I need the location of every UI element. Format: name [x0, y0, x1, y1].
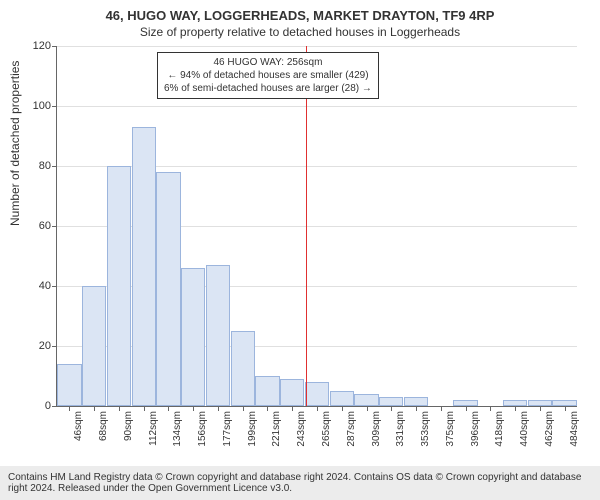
- info-line-title: 46 HUGO WAY: 256sqm: [164, 56, 372, 69]
- xtick-label: 440sqm: [519, 411, 530, 447]
- gridline: [57, 106, 577, 107]
- xtick-mark: [168, 406, 169, 411]
- ytick-mark: [52, 286, 57, 287]
- ytick-label: 120: [21, 40, 51, 52]
- footer-attribution: Contains HM Land Registry data © Crown c…: [0, 466, 600, 500]
- marker-line: [306, 46, 307, 406]
- xtick-label: 265sqm: [321, 411, 332, 447]
- xtick-label: 396sqm: [470, 411, 481, 447]
- xtick-label: 243sqm: [296, 411, 307, 447]
- xtick-mark: [144, 406, 145, 411]
- ytick-mark: [52, 406, 57, 407]
- xtick-mark: [317, 406, 318, 411]
- xtick-label: 134sqm: [172, 411, 183, 447]
- xtick-label: 46sqm: [73, 411, 84, 441]
- ytick-label: 100: [21, 100, 51, 112]
- ytick-mark: [52, 106, 57, 107]
- xtick-label: 309sqm: [371, 411, 382, 447]
- xtick-label: 68sqm: [98, 411, 109, 441]
- histogram-bar: [255, 376, 279, 406]
- histogram-bar: [305, 382, 329, 406]
- xtick-mark: [367, 406, 368, 411]
- xtick-mark: [466, 406, 467, 411]
- xtick-label: 353sqm: [420, 411, 431, 447]
- xtick-mark: [515, 406, 516, 411]
- xtick-label: 177sqm: [222, 411, 233, 447]
- info-line-smaller: ← 94% of detached houses are smaller (42…: [164, 69, 372, 82]
- xtick-label: 221sqm: [271, 411, 282, 447]
- xtick-mark: [490, 406, 491, 411]
- histogram-bar: [82, 286, 106, 406]
- histogram-bar: [156, 172, 180, 406]
- ytick-mark: [52, 166, 57, 167]
- histogram-bar: [132, 127, 156, 406]
- xtick-mark: [94, 406, 95, 411]
- xtick-label: 112sqm: [148, 411, 159, 446]
- chart-container: 46, HUGO WAY, LOGGERHEADS, MARKET DRAYTO…: [0, 0, 600, 500]
- xtick-mark: [119, 406, 120, 411]
- chart-area: 02040608010012046sqm68sqm90sqm112sqm134s…: [56, 46, 576, 406]
- info-box: 46 HUGO WAY: 256sqm← 94% of detached hou…: [157, 52, 379, 99]
- histogram-bar: [181, 268, 205, 406]
- xtick-label: 418sqm: [494, 411, 505, 447]
- ytick-label: 0: [21, 400, 51, 412]
- histogram-bar: [404, 397, 428, 406]
- xtick-label: 199sqm: [247, 411, 258, 447]
- histogram-bar: [330, 391, 354, 406]
- histogram-bar: [379, 397, 403, 406]
- chart-subtitle: Size of property relative to detached ho…: [0, 23, 600, 39]
- ytick-label: 40: [21, 280, 51, 292]
- histogram-bar: [206, 265, 230, 406]
- chart-title: 46, HUGO WAY, LOGGERHEADS, MARKET DRAYTO…: [0, 0, 600, 23]
- xtick-mark: [292, 406, 293, 411]
- xtick-mark: [441, 406, 442, 411]
- ytick-mark: [52, 226, 57, 227]
- xtick-mark: [540, 406, 541, 411]
- ytick-label: 20: [21, 340, 51, 352]
- xtick-mark: [391, 406, 392, 411]
- ytick-mark: [52, 346, 57, 347]
- xtick-label: 375sqm: [445, 411, 456, 447]
- xtick-mark: [342, 406, 343, 411]
- ytick-mark: [52, 46, 57, 47]
- xtick-mark: [69, 406, 70, 411]
- xtick-mark: [243, 406, 244, 411]
- xtick-mark: [267, 406, 268, 411]
- histogram-bar: [107, 166, 131, 406]
- xtick-mark: [193, 406, 194, 411]
- xtick-label: 287sqm: [346, 411, 357, 447]
- xtick-label: 90sqm: [123, 411, 134, 441]
- xtick-mark: [218, 406, 219, 411]
- histogram-bar: [231, 331, 255, 406]
- histogram-bar: [57, 364, 81, 406]
- ytick-label: 80: [21, 160, 51, 172]
- plot-region: 02040608010012046sqm68sqm90sqm112sqm134s…: [56, 46, 577, 407]
- ytick-label: 60: [21, 220, 51, 232]
- gridline: [57, 46, 577, 47]
- xtick-label: 462sqm: [544, 411, 555, 447]
- y-axis-label: Number of detached properties: [8, 61, 22, 226]
- info-line-larger: 6% of semi-detached houses are larger (2…: [164, 82, 372, 95]
- xtick-label: 156sqm: [197, 411, 208, 447]
- xtick-mark: [565, 406, 566, 411]
- xtick-label: 331sqm: [395, 411, 406, 447]
- histogram-bar: [354, 394, 378, 406]
- xtick-label: 484sqm: [569, 411, 580, 447]
- xtick-mark: [416, 406, 417, 411]
- histogram-bar: [280, 379, 304, 406]
